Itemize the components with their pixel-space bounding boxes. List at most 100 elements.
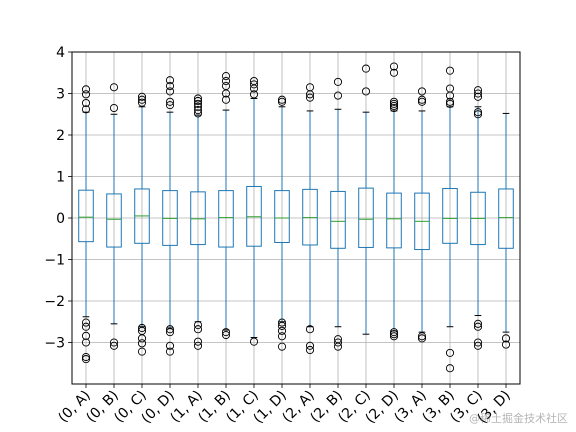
box-7	[246, 77, 262, 346]
outlier-point	[361, 87, 371, 96]
outlier-point	[389, 328, 399, 337]
y-axis: −3 −2 −1 0 1 2 3 4	[44, 45, 72, 352]
box-1	[78, 85, 94, 364]
box-16	[498, 112, 514, 349]
outlier-point	[165, 347, 175, 356]
outlier-point	[333, 338, 343, 347]
outlier-point	[417, 95, 427, 104]
outlier-point	[165, 341, 175, 350]
y-tick-label: 1	[56, 170, 65, 186]
outlier-point	[305, 345, 315, 355]
outlier-point	[193, 99, 203, 108]
y-tick-label: 4	[56, 45, 65, 61]
outlier-point	[193, 109, 203, 118]
outlier-point	[305, 341, 315, 350]
outlier-point	[389, 103, 399, 113]
outlier-point	[81, 331, 91, 340]
y-tick-label: −2	[44, 294, 65, 310]
outlier-point	[81, 90, 91, 99]
outlier-point	[221, 328, 231, 337]
box-10	[330, 77, 346, 351]
box-14	[442, 66, 458, 373]
outlier-point	[277, 326, 287, 335]
outlier-point	[137, 334, 147, 343]
outlier-point	[333, 77, 343, 86]
outlier-point	[193, 325, 203, 334]
outlier-point	[81, 352, 91, 362]
outlier-point	[81, 355, 91, 364]
outlier-point	[193, 96, 203, 106]
outlier-point	[277, 318, 287, 327]
outlier-point	[81, 322, 91, 331]
y-tick-label: 0	[56, 211, 65, 227]
outlier-point	[109, 338, 119, 347]
outlier-point	[109, 103, 119, 113]
outlier-point	[333, 91, 343, 100]
outlier-point	[81, 85, 91, 94]
box-11	[358, 64, 374, 335]
outlier-point	[389, 332, 399, 341]
y-tick-label: −3	[44, 336, 65, 352]
outlier-point	[417, 97, 427, 106]
outlier-point	[473, 110, 483, 119]
outlier-point	[389, 99, 399, 108]
outlier-point	[165, 76, 175, 85]
outlier-point	[305, 90, 315, 99]
box-15	[470, 86, 486, 350]
outlier-point	[473, 341, 483, 350]
outlier-point	[473, 322, 483, 331]
outlier-point	[249, 337, 259, 346]
outlier-point	[333, 342, 343, 351]
y-tick-label: 2	[56, 128, 65, 144]
outlier-point	[109, 341, 119, 350]
watermark-text: @稀土掘金技术社区	[469, 412, 568, 425]
box-series	[78, 62, 514, 373]
outlier-point	[305, 93, 315, 102]
outlier-point	[445, 99, 455, 108]
outlier-point	[165, 328, 175, 337]
outlier-point	[501, 340, 511, 349]
outlier-point	[473, 89, 483, 98]
outlier-point	[221, 77, 231, 86]
outlier-point	[249, 90, 259, 99]
box-9	[302, 83, 318, 355]
box-3	[134, 92, 150, 356]
outlier-point	[445, 97, 455, 106]
outlier-point	[389, 97, 399, 106]
outlier-point	[165, 97, 175, 106]
outlier-point	[193, 94, 203, 103]
outlier-point	[277, 95, 287, 104]
y-tick-label: −1	[44, 253, 65, 269]
y-tick-label: 3	[56, 87, 65, 103]
outlier-point	[193, 337, 203, 346]
outlier-point	[221, 72, 231, 81]
outlier-point	[473, 108, 483, 117]
outlier-point	[445, 364, 455, 373]
outlier-point	[249, 84, 259, 93]
outlier-point	[165, 101, 175, 110]
outlier-point	[221, 89, 231, 98]
outlier-point	[277, 332, 287, 341]
outlier-point	[249, 80, 259, 89]
outlier-point	[305, 325, 315, 334]
box-4	[162, 76, 178, 356]
outlier-point	[137, 92, 147, 101]
outlier-point	[417, 334, 427, 343]
box-5	[190, 94, 206, 350]
outlier-point	[165, 325, 175, 334]
outlier-point	[445, 91, 455, 100]
box-12	[386, 62, 402, 341]
outlier-point	[389, 68, 399, 77]
outlier-point	[165, 87, 175, 96]
outlier-point	[137, 347, 147, 356]
outlier-point	[109, 83, 119, 92]
outlier-point	[277, 321, 287, 330]
outlier-point	[389, 330, 399, 339]
outlier-point	[473, 92, 483, 101]
outlier-point	[473, 338, 483, 347]
outlier-point	[193, 341, 203, 350]
outlier-point	[193, 321, 203, 330]
outlier-point	[417, 87, 427, 96]
